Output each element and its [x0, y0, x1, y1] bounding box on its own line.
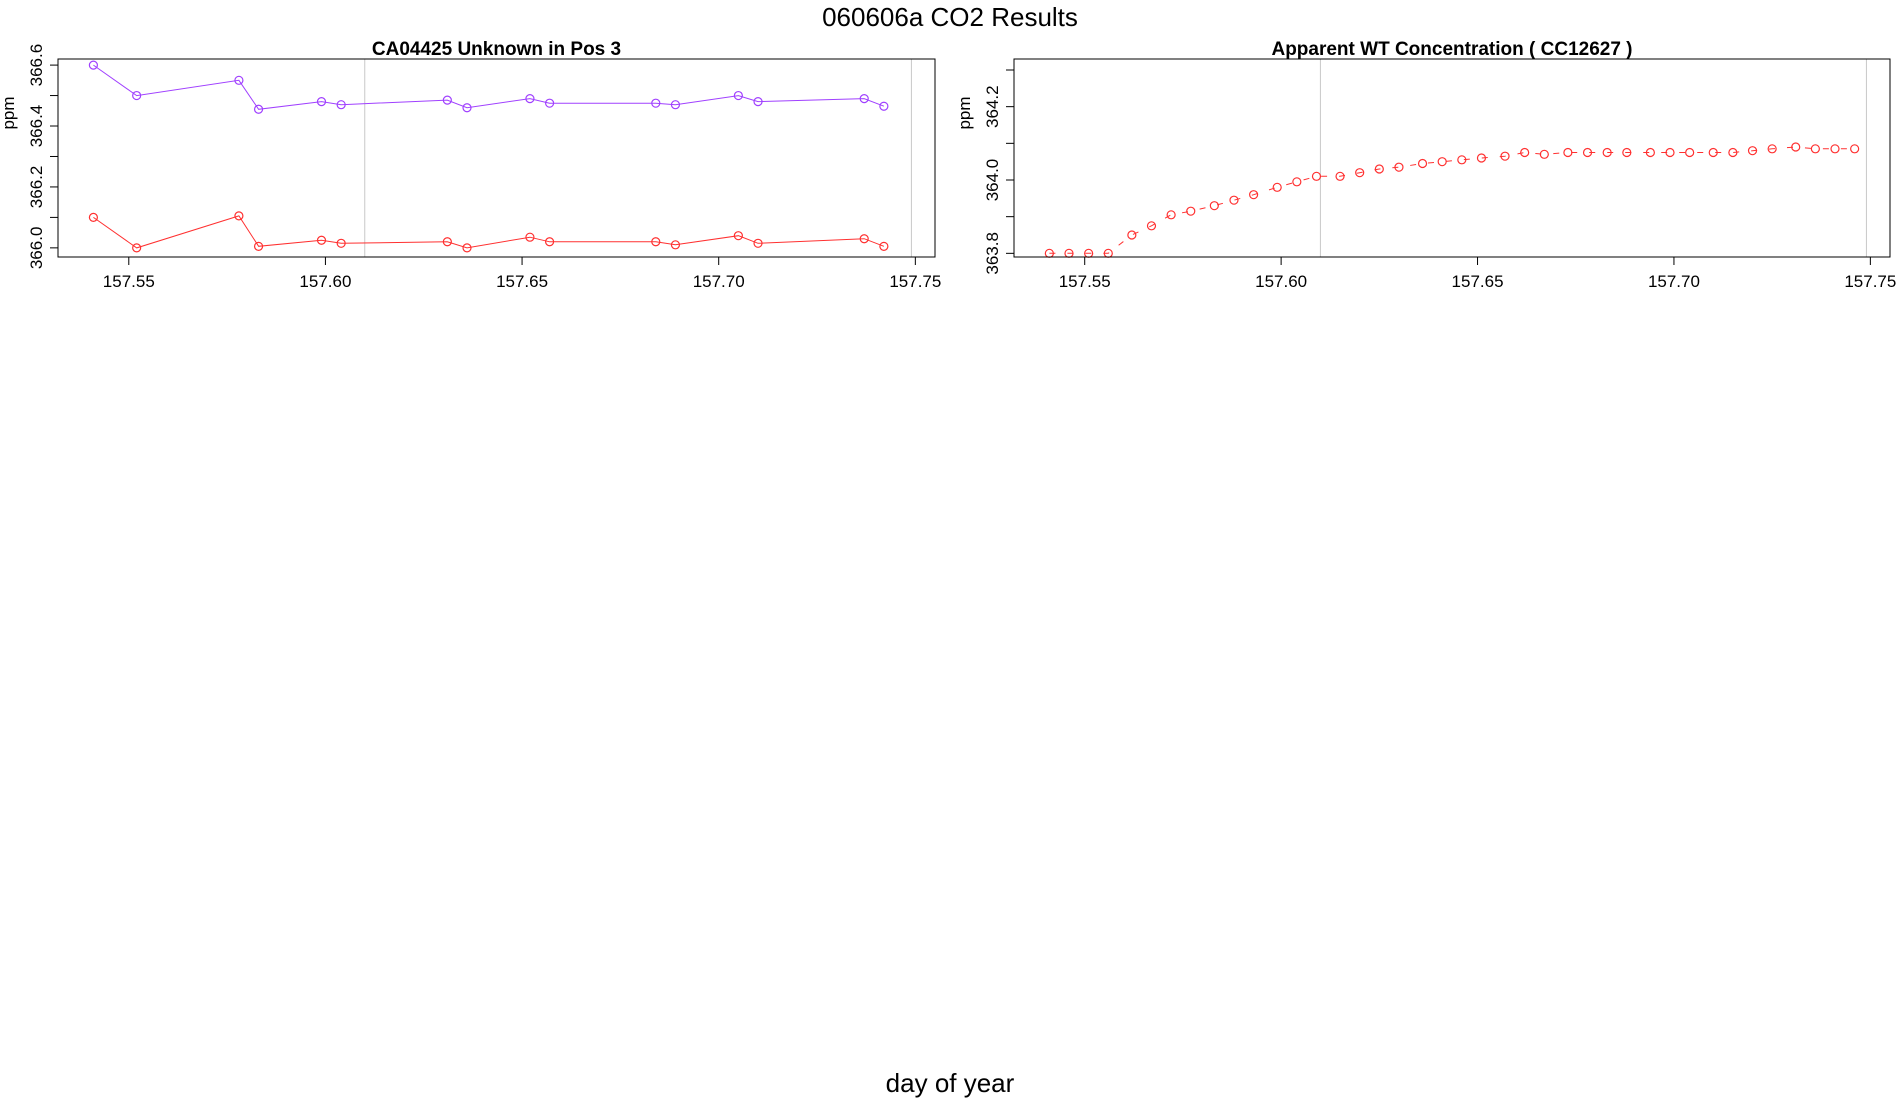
series-1-point [733, 231, 743, 241]
series-0-point [1229, 195, 1239, 205]
series-0-point [1127, 230, 1137, 240]
series-1-point [462, 243, 472, 253]
series-0-point [1645, 147, 1655, 158]
series-0-point [1311, 171, 1322, 181]
plot-frame [1013, 58, 1891, 258]
series-0-line [93, 64, 885, 110]
series-0-point [753, 97, 763, 107]
series-0-point [544, 98, 555, 108]
series-1-point [859, 234, 869, 244]
series-0-point [1476, 153, 1487, 163]
series-0-point [859, 93, 869, 104]
series-0-point [1791, 142, 1801, 152]
x-tick-label: 157.55 [103, 272, 155, 291]
series-0-point [1355, 168, 1365, 178]
series-0-point [1582, 147, 1593, 158]
series-0-point [1394, 162, 1404, 172]
series-1-point [651, 237, 661, 247]
x-tick-label: 157.55 [1059, 272, 1111, 291]
series-0-point [1457, 155, 1467, 165]
series-1-point [544, 237, 555, 247]
series-0-point [1272, 182, 1282, 192]
x-axis-label: day of year [886, 1068, 1015, 1098]
series-0-point [651, 98, 661, 108]
series-1-point [879, 241, 889, 251]
series-0-point [1563, 147, 1573, 158]
y-tick-label: 364.2 [983, 85, 1002, 128]
y-tick-label: 364.0 [983, 159, 1002, 202]
series-1-point [336, 238, 346, 248]
series-1-point [525, 232, 535, 242]
series-0-point [1374, 164, 1384, 174]
series-0-point [1622, 147, 1632, 158]
series-0-point [670, 100, 681, 110]
panel-title: Apparent WT Concentration ( CC12627 ) [1271, 39, 1632, 60]
series-1-point [132, 243, 142, 253]
series-1-point [234, 211, 244, 221]
series-1-line [93, 215, 885, 249]
panel-unknown-pos3: CA04425 Unknown in Pos 3 157.55 157.60 157.… [0, 39, 941, 291]
series-0-point [88, 60, 98, 70]
series-0-point [462, 103, 472, 113]
series-0-point [1539, 149, 1549, 159]
series-0-point [1437, 157, 1447, 167]
x-tick-label: 157.60 [1255, 272, 1307, 291]
series-0-point [1146, 221, 1157, 231]
series-0-point [1186, 206, 1196, 216]
y-axis-label: ppm [955, 96, 974, 129]
series-0-point [1810, 144, 1820, 154]
y-tick-label: 366.4 [27, 105, 46, 148]
series-0-point [1728, 147, 1738, 158]
series-1-point [442, 237, 452, 247]
series-0-point [879, 101, 889, 111]
series-0-point [1500, 151, 1510, 161]
series-0-point [1665, 147, 1675, 158]
x-tick-label: 157.75 [889, 272, 941, 291]
plot-frame [57, 58, 936, 258]
series-1-point [88, 212, 98, 222]
series-0-point [1292, 177, 1302, 187]
series-0-point [1209, 201, 1219, 211]
x-tick-label: 157.75 [1844, 272, 1896, 291]
series-0-point [442, 95, 452, 105]
series-0-point [1767, 144, 1777, 154]
figure-title: 060606a CO2 Results [822, 2, 1078, 32]
series-0-point [1747, 146, 1758, 156]
series-0-point [253, 104, 264, 114]
series-0-point [1417, 158, 1428, 169]
series-0-point [234, 75, 244, 85]
series-0-point [1166, 210, 1176, 220]
y-tick-label: 366.6 [27, 44, 46, 87]
series-0-point [316, 97, 327, 107]
series-0-point [1335, 171, 1345, 181]
series-0-point [1830, 144, 1840, 154]
x-tick-label: 157.60 [299, 272, 351, 291]
series-0-point [336, 100, 346, 110]
series-1-point [253, 241, 264, 251]
series-0-point [1602, 147, 1612, 158]
y-axis-label: ppm [0, 96, 18, 129]
panel-apparent-wt-concentration: Apparent WT Concentration ( CC12627 ) 157… [955, 39, 1896, 291]
x-tick-label: 157.70 [1648, 272, 1700, 291]
series-1-point [670, 240, 681, 250]
y-tick-label: 366.2 [27, 166, 46, 209]
y-tick-label: 366.0 [27, 227, 46, 270]
series-0-point [733, 90, 743, 101]
series-0-point [1685, 147, 1695, 158]
panel-title: CA04425 Unknown in Pos 3 [372, 39, 621, 60]
x-tick-label: 157.65 [1452, 272, 1504, 291]
series-1-point [316, 235, 327, 245]
series-0-line [1049, 146, 1855, 254]
series-0-point [1850, 144, 1860, 154]
series-0-point [1520, 147, 1530, 158]
x-tick-label: 157.70 [693, 272, 745, 291]
x-tick-label: 157.65 [496, 272, 548, 291]
series-0-point [525, 93, 535, 104]
series-1-point [753, 238, 763, 248]
series-0-point [1249, 190, 1259, 200]
y-tick-label: 363.8 [983, 232, 1002, 275]
series-0-point [132, 90, 142, 101]
series-0-point [1708, 147, 1718, 158]
